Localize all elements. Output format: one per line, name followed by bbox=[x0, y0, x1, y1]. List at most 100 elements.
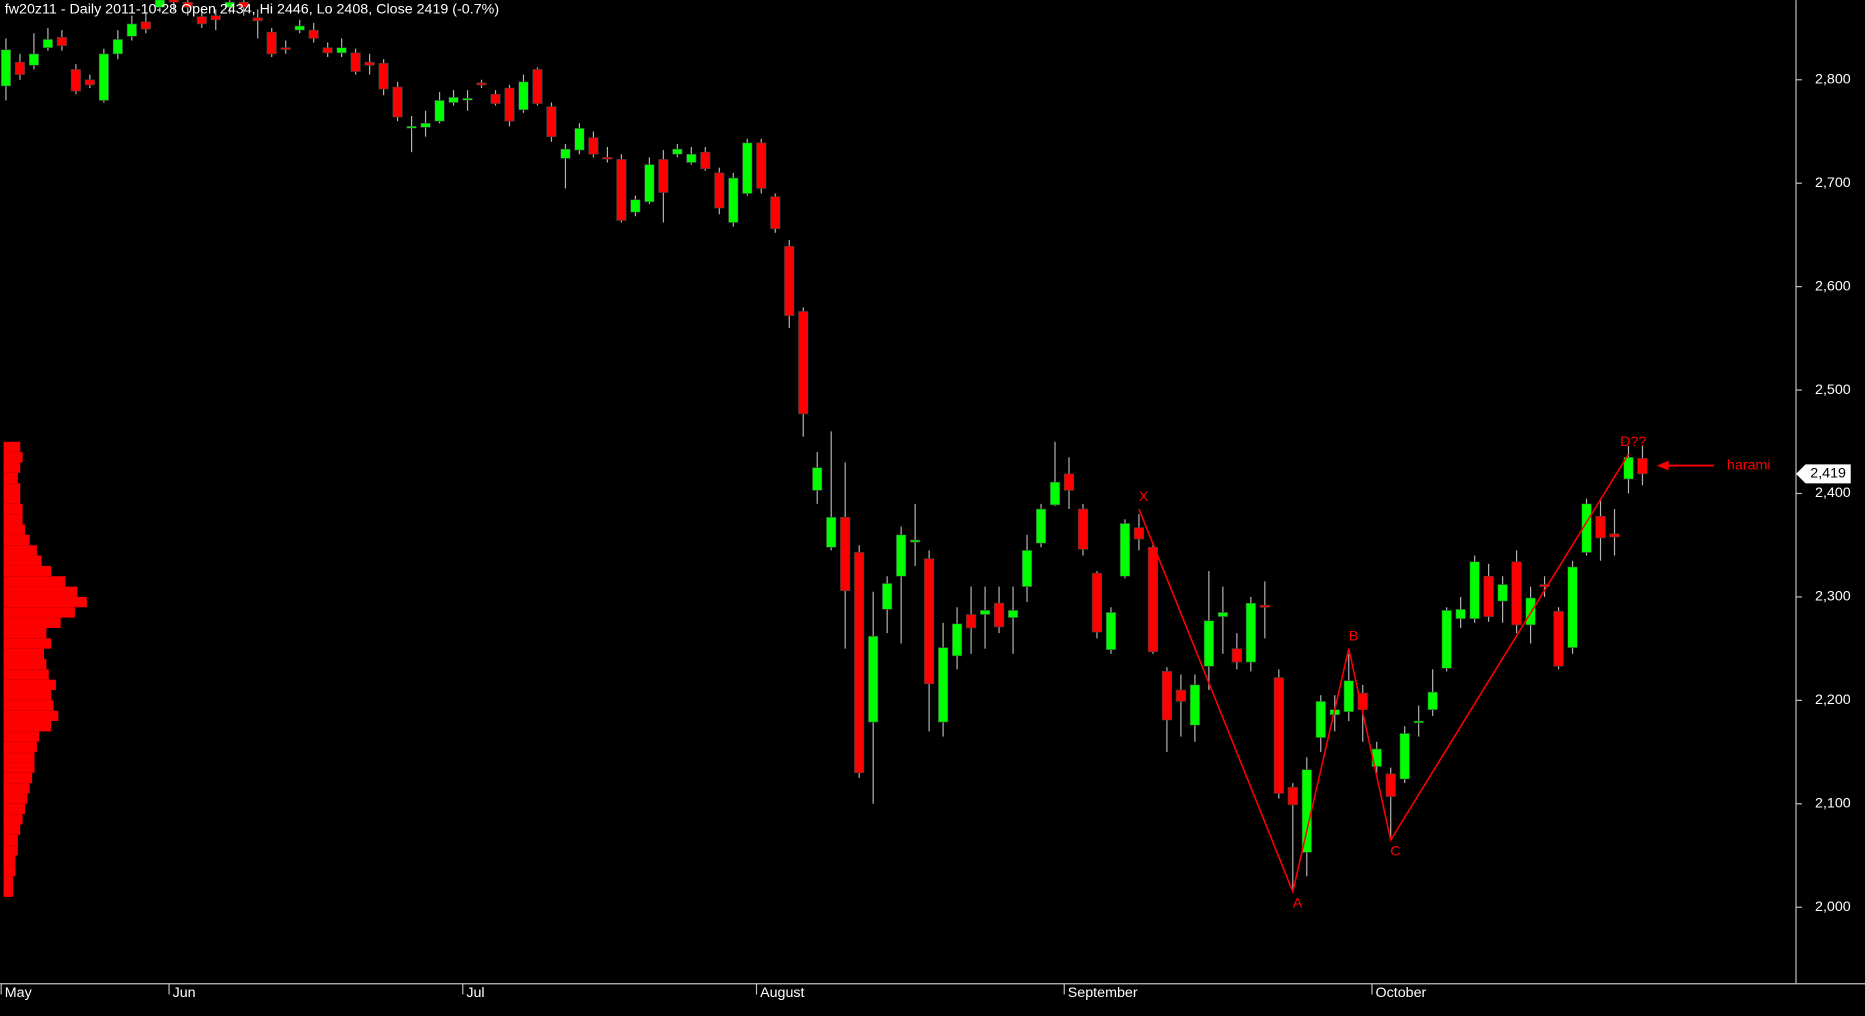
candle-body bbox=[1259, 604, 1270, 608]
candle-body bbox=[70, 69, 81, 92]
candle-body bbox=[350, 52, 361, 72]
candle-body bbox=[182, 1, 193, 8]
candle-body bbox=[1189, 684, 1200, 726]
candle-body bbox=[1567, 566, 1578, 648]
candle-body bbox=[1413, 720, 1424, 724]
volume-profile-bar bbox=[3, 586, 78, 597]
candle-body bbox=[532, 69, 543, 104]
candle-body bbox=[322, 47, 333, 54]
candle-body bbox=[966, 614, 977, 629]
candle-body bbox=[406, 126, 417, 129]
candle-body bbox=[560, 148, 571, 159]
candle-body bbox=[630, 199, 641, 213]
volume-profile-bar bbox=[3, 545, 37, 556]
candle-body bbox=[14, 61, 25, 75]
candle-body bbox=[658, 159, 669, 193]
candle-body bbox=[742, 142, 753, 194]
candle-body bbox=[336, 47, 347, 54]
volume-profile-bar bbox=[3, 514, 23, 525]
candle-body bbox=[154, 0, 165, 8]
candle-body bbox=[546, 106, 557, 137]
candle-body bbox=[1119, 523, 1131, 577]
candle-body bbox=[686, 153, 697, 163]
candle-body bbox=[854, 552, 865, 774]
candle-body bbox=[1623, 456, 1634, 480]
candle-body bbox=[280, 47, 291, 50]
candle-body bbox=[1175, 689, 1186, 702]
volume-profile-bar bbox=[3, 483, 21, 494]
volume-profile-bar bbox=[3, 638, 52, 649]
candle-body bbox=[1273, 677, 1284, 794]
candle-body bbox=[1343, 680, 1354, 713]
volume-profile-bar bbox=[3, 679, 56, 691]
pattern-label: A bbox=[1293, 895, 1303, 911]
candle-body bbox=[700, 151, 711, 170]
candle-body bbox=[1217, 612, 1228, 617]
volume-profile-bar bbox=[3, 793, 28, 804]
candle-body bbox=[1105, 612, 1117, 650]
candle-body bbox=[1133, 527, 1144, 540]
volume-profile-bar bbox=[3, 700, 54, 711]
candle-body bbox=[1077, 508, 1089, 550]
volume-profile-bar bbox=[3, 648, 45, 659]
candle-body bbox=[1427, 691, 1438, 710]
candle-body bbox=[728, 177, 739, 223]
candle-body bbox=[1063, 473, 1075, 491]
candle-body bbox=[1049, 481, 1061, 506]
volume-profile-bar bbox=[3, 690, 52, 701]
volume-profile-bar bbox=[3, 741, 37, 753]
candle-body bbox=[378, 62, 389, 90]
volume-profile-bar bbox=[3, 576, 66, 587]
pattern-label: C bbox=[1390, 844, 1400, 860]
x-tick-label: Jul bbox=[466, 985, 484, 1001]
candle-body bbox=[420, 122, 431, 128]
candle-body bbox=[574, 128, 585, 151]
candle-body bbox=[714, 172, 725, 209]
candle-body bbox=[1301, 769, 1312, 853]
candle-body bbox=[476, 82, 487, 86]
candle-body bbox=[518, 81, 529, 111]
candle-body bbox=[294, 25, 305, 31]
candle-body bbox=[1483, 575, 1494, 617]
volume-profile-bar bbox=[3, 772, 33, 784]
volume-profile-bar bbox=[3, 845, 18, 856]
candle-body bbox=[392, 86, 403, 118]
candle-body bbox=[798, 311, 809, 415]
candle-body bbox=[1441, 610, 1452, 669]
annotation-label: harami bbox=[1727, 457, 1771, 473]
candle-body bbox=[210, 15, 221, 21]
volume-profile-bar bbox=[3, 783, 30, 794]
volume-profile-bar bbox=[3, 669, 49, 680]
candle-body bbox=[770, 196, 781, 230]
price-tag bbox=[1796, 464, 1851, 484]
candle-body bbox=[1231, 648, 1242, 663]
candle-body bbox=[1581, 503, 1592, 553]
candle-body bbox=[1525, 597, 1536, 626]
volume-profile-bar bbox=[3, 555, 42, 566]
candle-body bbox=[994, 602, 1005, 628]
volume-profile-bar bbox=[3, 731, 40, 742]
candle-body bbox=[672, 148, 683, 155]
candle-body bbox=[84, 79, 95, 86]
candle-body bbox=[0, 49, 12, 87]
candle-body bbox=[896, 534, 907, 577]
x-tick-label: Jun bbox=[173, 985, 196, 1001]
candle-body bbox=[868, 635, 879, 723]
candle-body bbox=[1455, 609, 1466, 619]
y-tick-label: 2,400 bbox=[1815, 485, 1851, 501]
candle-body bbox=[602, 157, 613, 160]
plot-area: X A B C D?? harami bbox=[0, 0, 1771, 911]
candle-body bbox=[840, 516, 851, 592]
y-tick-label: 2,700 bbox=[1815, 175, 1851, 191]
pattern-label: B bbox=[1349, 629, 1359, 645]
volume-profile-bar bbox=[3, 876, 14, 887]
x-tick-label: May bbox=[5, 985, 33, 1001]
candle-body bbox=[1161, 671, 1172, 721]
candle-body bbox=[1399, 733, 1410, 780]
pattern-label: X bbox=[1139, 489, 1149, 505]
candle-body bbox=[1553, 611, 1564, 667]
volume-profile-bar bbox=[3, 452, 23, 463]
candle-body bbox=[1469, 561, 1480, 619]
candle-body bbox=[1091, 572, 1103, 633]
